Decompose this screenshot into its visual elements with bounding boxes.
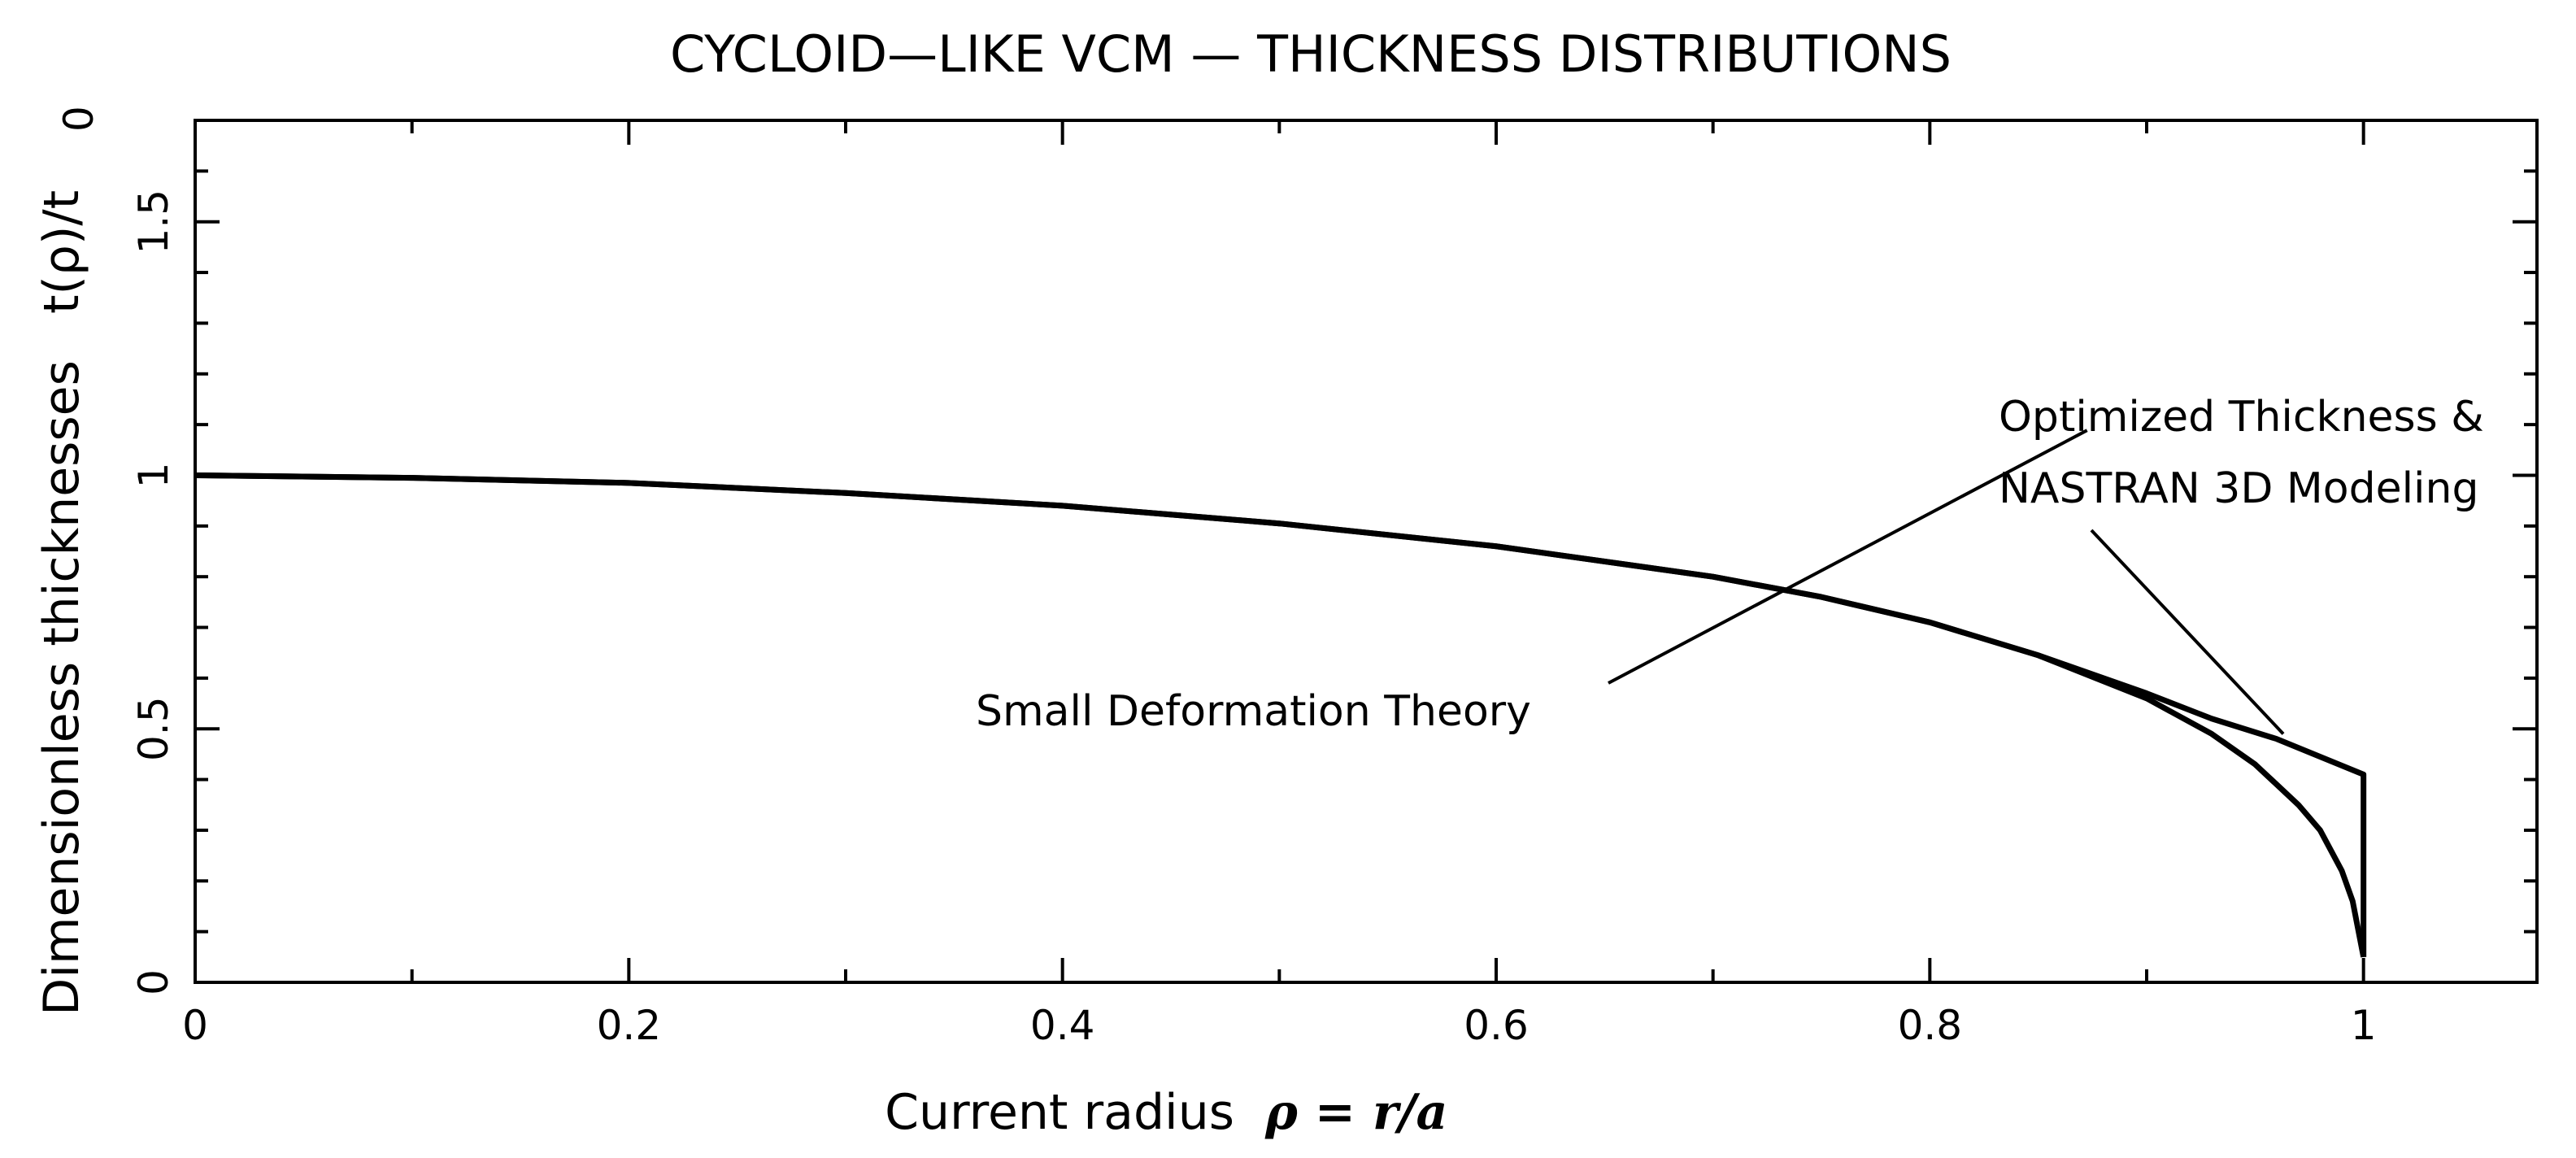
annotation-optimized-line1: Optimized Thickness & [1999, 393, 2484, 442]
y-tick-label: 0 [130, 969, 177, 995]
y-axis-label-subscript: 0 [55, 106, 102, 132]
y-axis-label-math: t(ρ)/t [33, 190, 90, 314]
x-tick-label: 0 [182, 1002, 208, 1049]
annotation-optimized-line2: NASTRAN 3D Modeling [1999, 464, 2478, 513]
x-tick-label: 0.4 [1030, 1002, 1095, 1049]
x-axis-label-math: ρ = r/a [1264, 1084, 1447, 1141]
x-axis-label: Current radius [885, 1084, 1234, 1141]
y-axis-label-group: Dimensionless thicknesses t(ρ)/t 0 [33, 106, 102, 1016]
x-tick-label: 0.8 [1898, 1002, 1963, 1049]
y-axis-label: Dimensionless thicknesses [33, 360, 90, 1016]
y-axis-ticks: 0 0.5 1 1.5 [130, 169, 2537, 995]
y-tick-label: 1 [130, 463, 177, 489]
y-tick-label: 0.5 [130, 696, 177, 761]
annotation-small-deformation: Small Deformation Theory [976, 687, 1531, 736]
y-tick-label: 1.5 [130, 189, 177, 255]
x-tick-label: 1 [2351, 1002, 2377, 1049]
chart-title: CYCLOID—LIKE VCM — THICKNESS DISTRIBUTIO… [670, 24, 1952, 84]
leader-line-optimized [2090, 529, 2285, 735]
plot-frame [194, 119, 2539, 984]
leader-line-small-deformation [1608, 429, 2088, 685]
x-axis-ticks: 0 0.2 0.4 0.6 0.8 1 [182, 120, 2377, 1049]
series-layer [194, 472, 2367, 958]
x-tick-label: 0.6 [1464, 1002, 1529, 1049]
series-line-optimized-nastran [194, 472, 2367, 957]
x-tick-label: 0.2 [597, 1002, 662, 1049]
